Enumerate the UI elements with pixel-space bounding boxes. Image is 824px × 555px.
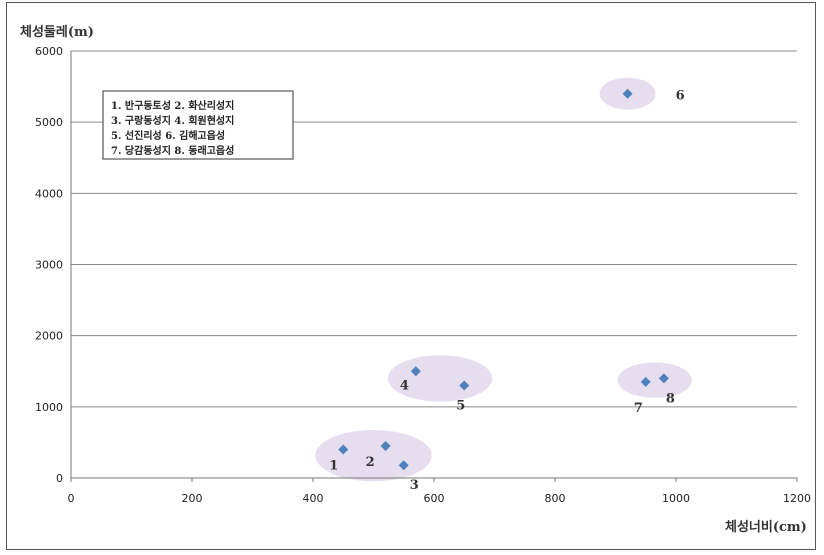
point-label: 4 [400, 378, 409, 393]
point-label: 8 [666, 391, 675, 406]
y-tick-label: 2000 [35, 330, 63, 343]
x-tick-label: 200 [182, 492, 203, 505]
data-point [380, 440, 391, 451]
highlight-ellipses [315, 77, 692, 482]
y-tick-label: 1000 [35, 401, 63, 414]
legend-line-1: 1. 반구동토성 2. 화산리성지 [111, 99, 234, 112]
chart-frame: 0 200 400 600 800 1000 1200 0 1000 2000 3000 4000 5… [6, 2, 816, 550]
x-tick-labels: 0 200 400 600 800 1000 1200 [68, 492, 812, 505]
y-tick-labels: 0 1000 2000 3000 4000 5000 6000 [35, 45, 63, 485]
legend-line-4: 7. 당감동성지 8. 동래고읍성 [111, 144, 234, 157]
axes [70, 51, 798, 482]
legend-box [102, 90, 294, 160]
data-points [338, 88, 669, 471]
y-tick-label: 0 [56, 472, 63, 485]
point-label: 5 [456, 398, 465, 413]
x-tick-label: 800 [545, 492, 566, 505]
y-axis-title: 체성둘레(m) [20, 25, 94, 40]
point-labels: 1 2 3 4 5 6 7 8 [329, 89, 684, 493]
x-tick-label: 1000 [662, 492, 690, 505]
data-point [338, 444, 349, 455]
highlight-ellipse [617, 362, 692, 398]
data-point [658, 373, 669, 384]
point-label: 3 [410, 478, 419, 493]
scatter-chart: 0 200 400 600 800 1000 1200 0 1000 2000 3000 4000 5… [20, 25, 812, 535]
legend-line-2: 3. 구랑동성지 4. 회원현성지 [111, 114, 234, 127]
point-label: 6 [676, 89, 685, 104]
y-tick-label: 6000 [35, 45, 63, 58]
x-tick-label: 1200 [783, 492, 811, 505]
y-tick-label: 4000 [35, 187, 63, 200]
y-tick-label: 5000 [35, 116, 63, 129]
x-tick-label: 0 [68, 492, 75, 505]
data-point [459, 380, 470, 391]
legend: 1. 반구동토성 2. 화산리성지 3. 구랑동성지 4. 회원현성지 5. 선… [102, 90, 294, 160]
data-point [410, 366, 421, 377]
x-tick-label: 600 [424, 492, 445, 505]
highlight-ellipse [387, 355, 493, 402]
data-point [398, 460, 409, 471]
point-label: 7 [634, 401, 643, 416]
x-axis-title: 체성너비(cm) [725, 519, 807, 535]
point-label: 2 [366, 455, 375, 470]
point-label: 1 [329, 459, 338, 474]
data-point [622, 88, 633, 99]
y-tick-label: 3000 [35, 259, 63, 272]
x-tick-label: 400 [303, 492, 324, 505]
legend-line-3: 5. 선진리성 6. 김해고읍성 [111, 129, 225, 142]
data-point [640, 376, 651, 387]
